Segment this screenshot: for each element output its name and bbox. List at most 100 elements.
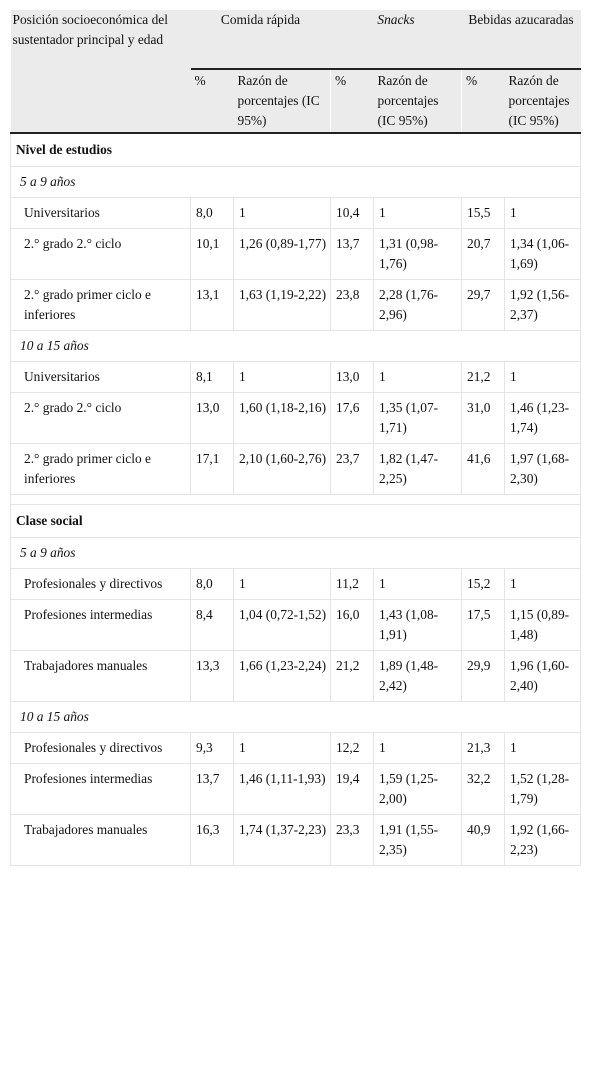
cell-snacks-pct: 21,2 [330,650,374,702]
group-header-snacks: Snacks [330,10,462,70]
cell-bebidas-pct: 32,2 [461,763,505,815]
cell-snacks-ratio: 2,28 (1,76-2,96) [373,279,462,331]
cell-comida-ratio: 1,60 (1,18-2,16) [233,392,331,444]
row-label: Trabajadores manuales [10,814,191,866]
table-row: Profesionales y directivos 9,3 1 12,2 1 21,3 1 [10,732,581,764]
cell-snacks-pct: 12,2 [330,732,374,764]
cell-snacks-pct: 11,2 [330,568,374,600]
row-label: 2.° grado primer ciclo e inferiores [10,443,191,495]
cell-snacks-pct: 13,7 [330,228,374,280]
table-row: Trabajadores manuales 13,3 1,66 (1,23-2,24… [10,650,581,702]
cell-snacks-pct: 17,6 [330,392,374,444]
data-table: Posición socioeconómica del sustentador … [10,10,581,866]
cell-comida-ratio: 1,26 (0,89-1,77) [233,228,331,280]
cell-snacks-ratio: 1,35 (1,07-1,71) [373,392,462,444]
row-label: Profesionales y directivos [10,568,191,600]
cell-snacks-pct: 23,8 [330,279,374,331]
subgroup-row: 5 a 9 años [10,166,581,198]
cell-comida-pct: 16,3 [190,814,234,866]
cell-snacks-pct: 16,0 [330,599,374,651]
cell-bebidas-pct: 17,5 [461,599,505,651]
cell-bebidas-pct: 29,7 [461,279,505,331]
table-row: Universitarios 8,1 1 13,0 1 21,2 1 [10,361,581,393]
table-row: Profesiones intermedias 8,4 1,04 (0,72-1,5… [10,599,581,651]
cell-bebidas-pct: 20,7 [461,228,505,280]
subgroup-title: 5 a 9 años [10,537,581,569]
subgroup-title: 5 a 9 años [10,166,581,198]
col-header-pct: % [330,69,374,134]
row-label: Trabajadores manuales [10,650,191,702]
section-spacer [10,494,581,505]
cell-bebidas-pct: 15,5 [461,197,505,229]
cell-comida-ratio: 1 [233,197,331,229]
cell-comida-pct: 8,0 [190,568,234,600]
cell-snacks-pct: 23,7 [330,443,374,495]
col-header-pct: % [190,69,234,134]
cell-bebidas-ratio: 1 [504,197,581,229]
row-label: Profesiones intermedias [10,763,191,815]
cell-bebidas-pct: 15,2 [461,568,505,600]
cell-comida-ratio: 1,04 (0,72-1,52) [233,599,331,651]
cell-comida-ratio: 1,46 (1,11-1,93) [233,763,331,815]
row-label: 2.° grado 2.° ciclo [10,228,191,280]
cell-comida-pct: 9,3 [190,732,234,764]
cell-bebidas-pct: 29,9 [461,650,505,702]
cell-snacks-pct: 19,4 [330,763,374,815]
cell-comida-ratio: 1 [233,568,331,600]
cell-bebidas-ratio: 1,46 (1,23-1,74) [504,392,581,444]
cell-comida-ratio: 1 [233,361,331,393]
cell-comida-pct: 8,0 [190,197,234,229]
cell-comida-pct: 13,0 [190,392,234,444]
cell-comida-ratio: 1,63 (1,19-2,22) [233,279,331,331]
cell-bebidas-pct: 31,0 [461,392,505,444]
table-row: Trabajadores manuales 16,3 1,74 (1,37-2,23… [10,814,581,866]
col-header-ratio: Razón de porcentajes (IC 95%) [373,69,462,134]
col-header-ratio: Razón de porcentajes (IC 95%) [233,69,331,134]
cell-comida-pct: 8,1 [190,361,234,393]
table-row: Profesiones intermedias 13,7 1,46 (1,11-1,… [10,763,581,815]
group-header-comida-rapida: Comida rápida [190,10,331,70]
cell-comida-pct: 8,4 [190,599,234,651]
cell-comida-pct: 17,1 [190,443,234,495]
section-row: Clase social [10,504,581,538]
cell-comida-pct: 10,1 [190,228,234,280]
row-label: 2.° grado 2.° ciclo [10,392,191,444]
cell-bebidas-pct: 21,3 [461,732,505,764]
cell-bebidas-pct: 40,9 [461,814,505,866]
subgroup-row: 10 a 15 años [10,330,581,362]
row-header-label: Posición socioeconómica del sustentador … [10,10,191,134]
cell-snacks-ratio: 1,43 (1,08-1,91) [373,599,462,651]
cell-bebidas-ratio: 1 [504,568,581,600]
table-row: Profesionales y directivos 8,0 1 11,2 1 15,2 1 [10,568,581,600]
group-header-bebidas: Bebidas azucaradas [461,10,581,70]
cell-bebidas-ratio: 1,15 (0,89-1,48) [504,599,581,651]
cell-comida-ratio: 1,74 (1,37-2,23) [233,814,331,866]
subgroup-title: 10 a 15 años [10,330,581,362]
cell-bebidas-ratio: 1,34 (1,06-1,69) [504,228,581,280]
cell-snacks-pct: 23,3 [330,814,374,866]
cell-bebidas-pct: 21,2 [461,361,505,393]
row-label: Profesiones intermedias [10,599,191,651]
table-body: Nivel de estudios 5 a 9 años Universitario… [10,132,581,866]
cell-snacks-ratio: 1 [373,568,462,600]
cell-snacks-pct: 13,0 [330,361,374,393]
col-header-ratio: Razón de porcentajes (IC 95%) [504,69,581,134]
cell-snacks-ratio: 1,82 (1,47-2,25) [373,443,462,495]
subgroup-title: 10 a 15 años [10,701,581,733]
row-label: Universitarios [10,197,191,229]
subgroup-row: 10 a 15 años [10,701,581,733]
cell-bebidas-ratio: 1,97 (1,68-2,30) [504,443,581,495]
section-title: Clase social [10,504,581,538]
cell-bebidas-ratio: 1,92 (1,56-2,37) [504,279,581,331]
cell-comida-pct: 13,3 [190,650,234,702]
cell-snacks-ratio: 1,31 (0,98-1,76) [373,228,462,280]
cell-bebidas-ratio: 1,92 (1,66-2,23) [504,814,581,866]
cell-comida-ratio: 2,10 (1,60-2,76) [233,443,331,495]
table-row: 2.° grado primer ciclo e inferiores 13,1 1… [10,279,581,331]
cell-snacks-pct: 10,4 [330,197,374,229]
cell-bebidas-ratio: 1 [504,361,581,393]
cell-snacks-ratio: 1,91 (1,55-2,35) [373,814,462,866]
table-row: 2.° grado primer ciclo e inferiores 17,1 2… [10,443,581,495]
spacer-cell [10,494,581,505]
cell-comida-pct: 13,7 [190,763,234,815]
